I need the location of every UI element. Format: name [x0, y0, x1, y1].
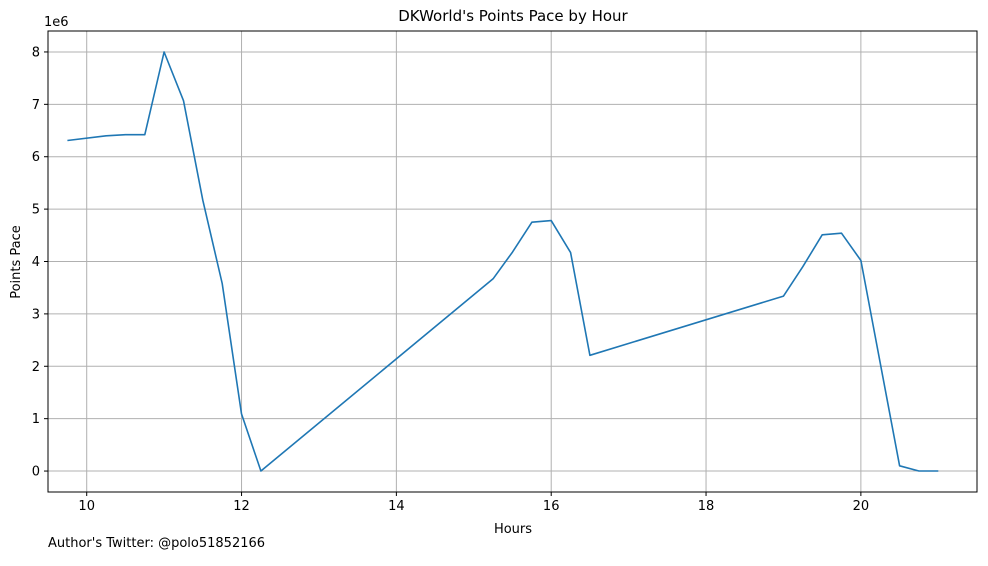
x-tick-label: 20	[853, 499, 870, 514]
chart-title: DKWorld's Points Pace by Hour	[398, 7, 628, 25]
x-tick-label: 12	[233, 499, 250, 514]
author-credit: Author's Twitter: @polo51852166	[48, 536, 266, 551]
grid-layer	[48, 31, 977, 492]
y-tick-label: 6	[32, 150, 40, 165]
y-tick-label: 3	[32, 307, 40, 322]
x-tick-label: 18	[698, 499, 715, 514]
y-tick-label: 8	[32, 45, 40, 60]
y-tick-label: 7	[32, 98, 40, 113]
y-tick-label: 2	[32, 360, 40, 375]
x-axis-label: Hours	[494, 522, 532, 537]
series-layer	[67, 51, 939, 472]
points-pace-line	[67, 51, 939, 472]
x-tick-label: 10	[78, 499, 95, 514]
y-tick-label: 1	[32, 412, 40, 427]
y-tick-label: 4	[32, 255, 40, 270]
y-scale-label: 1e6	[44, 15, 69, 30]
y-tick-label: 5	[32, 203, 40, 218]
x-tick-label: 14	[388, 499, 405, 514]
y-tick-label: 0	[32, 465, 40, 480]
y-axis-label: Points Pace	[9, 225, 24, 299]
x-tick-label: 16	[543, 499, 560, 514]
